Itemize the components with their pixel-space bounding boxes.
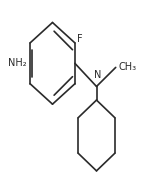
Text: CH₃: CH₃: [118, 62, 136, 72]
Text: NH₂: NH₂: [8, 58, 27, 68]
Text: N: N: [94, 70, 101, 80]
Text: F: F: [76, 34, 82, 44]
